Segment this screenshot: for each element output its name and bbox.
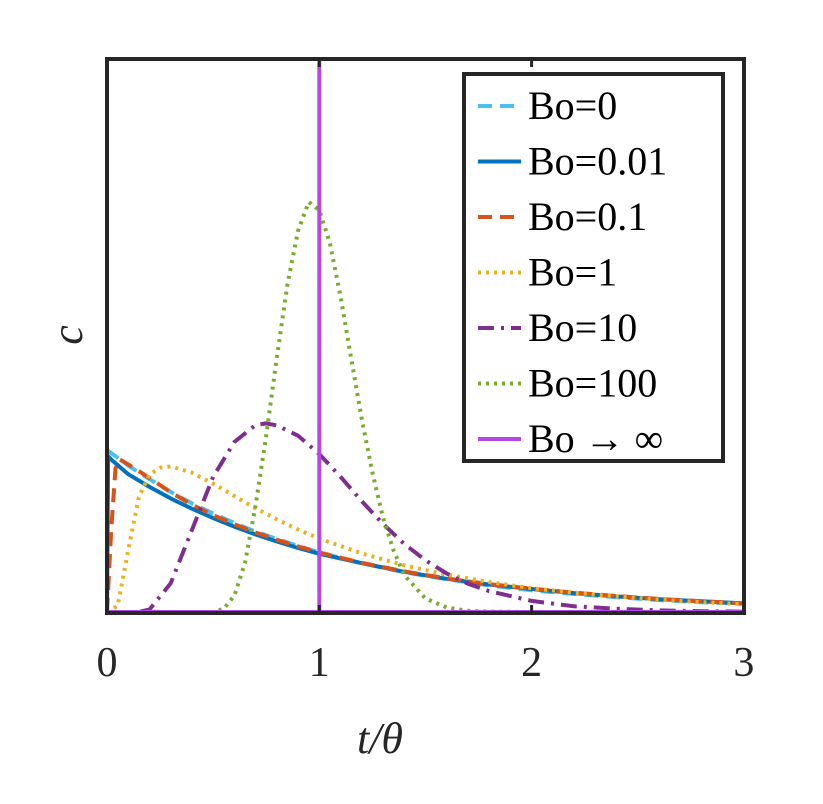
legend: Bo=0 Bo=0.01 Bo=0.1 Bo=1 Bo=10 Bo=100 Bo → ∞	[462, 72, 725, 463]
tick-labels: 0 1 2 3	[97, 640, 755, 686]
legend-label-1: Bo=0.01	[528, 139, 667, 184]
axes-box	[105, 57, 746, 615]
x-tick-label-3: 3	[733, 640, 754, 686]
x-tick-label-1: 1	[309, 640, 330, 686]
x-tick-label-0: 0	[97, 640, 118, 686]
legend-label-2: Bo=0.1	[528, 194, 647, 239]
series-line-4	[107, 421, 744, 614]
y-axis-label: c	[43, 325, 92, 345]
series-line-2	[105, 457, 744, 613]
legend-label-0: Bo=0	[528, 83, 617, 128]
legend-box	[462, 72, 725, 463]
legend-label-4: Bo=10	[528, 305, 637, 350]
series-line-1	[105, 454, 744, 613]
axes	[105, 57, 746, 615]
x-tick-label-2: 2	[521, 640, 542, 686]
legend-label-5: Bo=100	[528, 361, 657, 406]
series-line-5	[107, 200, 744, 614]
x-axis-label: t/θ	[357, 714, 403, 763]
series-line-0	[105, 448, 744, 606]
legend-label-6: Bo → ∞	[528, 416, 663, 461]
legend-label-3: Bo=1	[528, 250, 617, 295]
series-line-3	[106, 464, 744, 614]
